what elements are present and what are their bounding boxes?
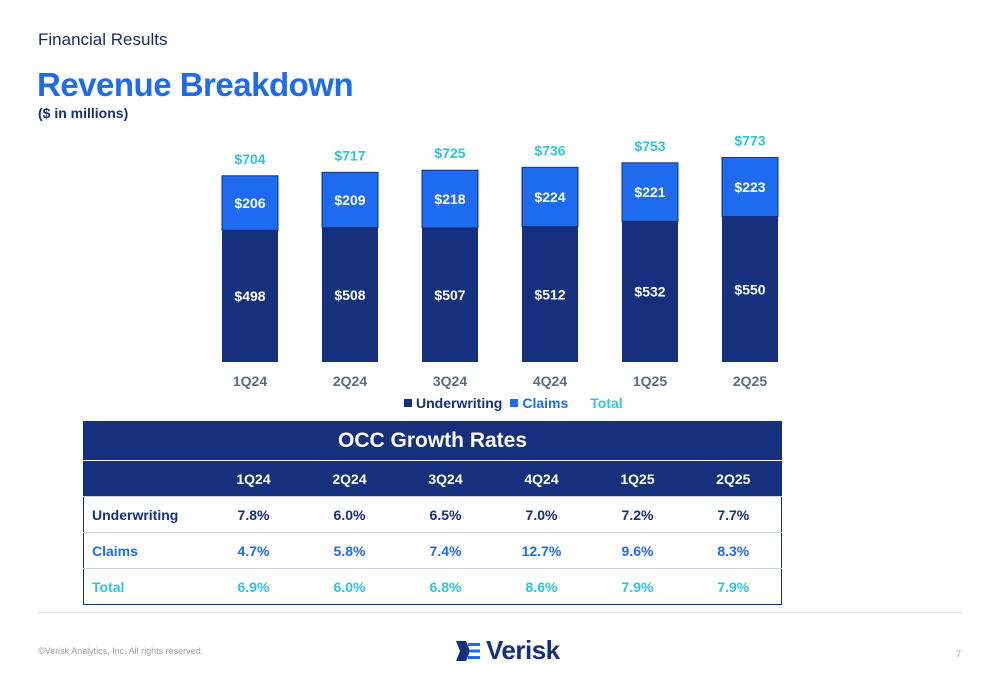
bar-underwriting-4Q24 bbox=[522, 226, 578, 362]
section-label: Financial Results bbox=[38, 30, 168, 49]
row-label: Underwriting bbox=[83, 496, 206, 533]
chart-legend: Underwriting Claims Total bbox=[404, 395, 623, 411]
table-cell: 6.5% bbox=[397, 496, 494, 533]
data-label-underwriting-2Q24: $508 bbox=[334, 287, 365, 303]
table-row-total: Total 6.9% 6.0% 6.8% 8.6% 7.9% 7.9% bbox=[83, 568, 782, 605]
table-cell: 7.8% bbox=[205, 496, 302, 533]
table-row-underwriting: Underwriting 7.8% 6.0% 6.5% 7.0% 7.2% 7.… bbox=[83, 496, 782, 533]
table-cell: 7.9% bbox=[589, 568, 686, 605]
bar-claims-4Q24 bbox=[521, 166, 579, 228]
legend-item-total: Total bbox=[590, 395, 622, 411]
table-header-cell: 2Q25 bbox=[685, 460, 782, 497]
data-label-underwriting-1Q24: $498 bbox=[234, 288, 265, 304]
data-label-claims-4Q24: $224 bbox=[534, 189, 565, 205]
occ-growth-rates-table: OCC Growth Rates 1Q24 2Q24 3Q24 4Q24 1Q2… bbox=[83, 421, 783, 605]
bar-claims-2Q25 bbox=[721, 157, 779, 218]
table-header-row: 1Q24 2Q24 3Q24 4Q24 1Q25 2Q25 bbox=[83, 460, 782, 497]
table-title: OCC Growth Rates bbox=[83, 421, 782, 461]
data-label-claims-2Q25: $223 bbox=[734, 179, 765, 195]
bar-underwriting-2Q25 bbox=[722, 216, 778, 362]
table-cell: 6.8% bbox=[397, 568, 494, 605]
table-cell: 5.8% bbox=[301, 532, 398, 569]
table-cell: 7.9% bbox=[685, 568, 782, 605]
bar-claims-2Q24 bbox=[321, 171, 379, 229]
legend-swatch-underwriting bbox=[404, 399, 412, 407]
bar-underwriting-1Q24 bbox=[222, 230, 278, 362]
bar-underwriting-3Q24 bbox=[422, 227, 478, 362]
table-cell: 8.6% bbox=[493, 568, 590, 605]
table-cell: 7.7% bbox=[685, 496, 782, 533]
data-label-claims-3Q24: $218 bbox=[434, 191, 465, 207]
legend-label-underwriting: Underwriting bbox=[416, 395, 503, 411]
legend-swatch-claims bbox=[510, 399, 519, 407]
page-number: 7 bbox=[956, 649, 962, 659]
table-header-cell: 4Q24 bbox=[493, 460, 590, 497]
data-label-underwriting-4Q24: $512 bbox=[534, 286, 565, 302]
legend-item-claims: Claims bbox=[510, 395, 568, 411]
table-cell: 9.6% bbox=[589, 532, 686, 569]
table-cell: 7.4% bbox=[397, 532, 494, 569]
data-label-underwriting-2Q25: $550 bbox=[734, 281, 765, 297]
row-label: Claims bbox=[83, 532, 206, 569]
page-subtitle: ($ in millions) bbox=[38, 105, 129, 121]
verisk-logo-icon bbox=[456, 640, 480, 661]
bar-claims-1Q25 bbox=[621, 162, 679, 222]
legend-label-total: Total bbox=[590, 395, 623, 411]
table-cell: 7.2% bbox=[589, 496, 686, 533]
page-title: Revenue Breakdown bbox=[37, 66, 354, 103]
table-header-cell: 1Q24 bbox=[205, 460, 302, 497]
legend-label-claims: Claims bbox=[522, 395, 569, 411]
data-label-total-2Q24: $717 bbox=[334, 147, 365, 163]
table-cell: 6.0% bbox=[301, 568, 398, 605]
bar-claims-3Q24 bbox=[421, 169, 479, 229]
table-cell: 6.0% bbox=[301, 496, 398, 533]
table-header-cell: 2Q24 bbox=[301, 460, 398, 497]
data-label-total-3Q24: $725 bbox=[434, 145, 465, 161]
x-tick-label-3Q24: 3Q24 bbox=[433, 373, 467, 389]
data-label-underwriting-1Q25: $532 bbox=[634, 284, 665, 300]
table-header-cell: 1Q25 bbox=[589, 460, 686, 497]
data-label-underwriting-3Q24: $507 bbox=[434, 287, 465, 303]
table-cell: 4.7% bbox=[205, 532, 302, 569]
row-label: Total bbox=[83, 568, 206, 605]
table-header-cell: 3Q24 bbox=[397, 460, 494, 497]
bar-underwriting-1Q25 bbox=[622, 221, 678, 362]
copyright-text: ©Verisk Analytics, Inc. All rights reser… bbox=[38, 646, 204, 656]
logo-wordmark: Verisk bbox=[486, 635, 560, 665]
table-header-blank bbox=[83, 460, 206, 497]
x-tick-label-2Q25: 2Q25 bbox=[733, 373, 767, 389]
bar-underwriting-2Q24 bbox=[322, 227, 378, 362]
data-label-claims-1Q25: $221 bbox=[634, 184, 665, 200]
legend-item-underwriting: Underwriting bbox=[404, 395, 502, 411]
table-row-claims: Claims 4.7% 5.8% 7.4% 12.7% 9.6% 8.3% bbox=[83, 532, 782, 569]
x-tick-label-4Q24: 4Q24 bbox=[533, 373, 567, 389]
data-label-total-1Q25: $753 bbox=[634, 138, 665, 154]
data-label-total-2Q25: $773 bbox=[734, 133, 765, 149]
data-label-claims-2Q24: $209 bbox=[334, 192, 365, 208]
data-label-claims-1Q24: $206 bbox=[234, 195, 265, 211]
table-cell: 6.9% bbox=[205, 568, 302, 605]
table-cell: 12.7% bbox=[493, 532, 590, 569]
x-tick-label-1Q24: 1Q24 bbox=[233, 373, 267, 389]
x-tick-label-2Q24: 2Q24 bbox=[333, 373, 367, 389]
table-cell: 8.3% bbox=[685, 532, 782, 569]
table-cell: 7.0% bbox=[493, 496, 590, 533]
revenue-stacked-bar-chart: $498 $206 $704 1Q24 $508 $209 $717 2Q24 $507 $218… bbox=[221, 133, 779, 389]
footer-divider bbox=[38, 612, 962, 613]
verisk-logo: Verisk bbox=[454, 635, 560, 666]
bar-claims-1Q24 bbox=[221, 175, 279, 231]
data-label-total-4Q24: $736 bbox=[534, 142, 565, 158]
x-tick-label-1Q25: 1Q25 bbox=[633, 373, 667, 389]
data-label-total-1Q24: $704 bbox=[234, 151, 265, 167]
